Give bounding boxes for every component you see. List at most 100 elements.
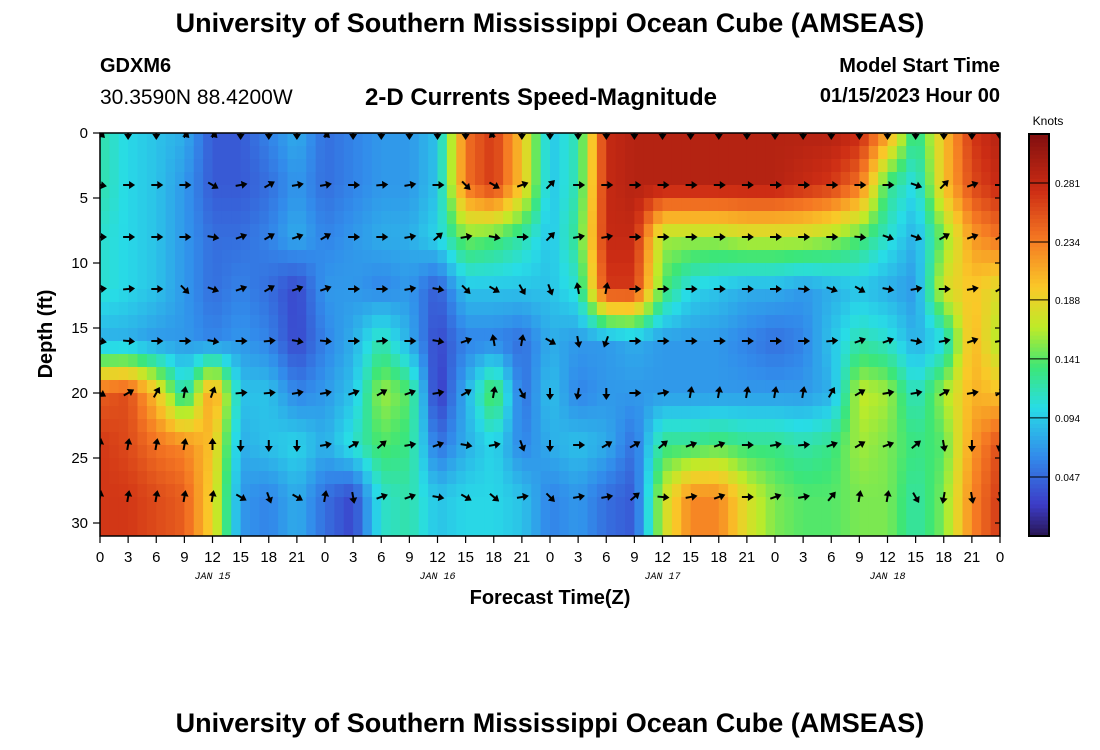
heatmap-cell bbox=[615, 458, 626, 472]
heatmap-cell bbox=[334, 497, 345, 511]
heatmap-cell bbox=[100, 263, 110, 277]
heatmap-cell bbox=[193, 445, 204, 459]
station-id: GDXM6 bbox=[100, 55, 172, 77]
heatmap-cell bbox=[643, 159, 654, 173]
heatmap-cell bbox=[409, 211, 420, 225]
heatmap-cell bbox=[390, 471, 401, 485]
heatmap-cell bbox=[128, 263, 139, 277]
heatmap-cell bbox=[287, 393, 298, 407]
current-arrow bbox=[910, 181, 923, 190]
heatmap-cell bbox=[756, 380, 767, 394]
heatmap-cell bbox=[353, 432, 364, 446]
heatmap-cell bbox=[381, 445, 392, 459]
current-arrow bbox=[854, 336, 866, 345]
current-arrow bbox=[100, 337, 107, 346]
heatmap-cell bbox=[343, 432, 354, 446]
heatmap-cell bbox=[953, 185, 964, 199]
heatmap-cell bbox=[840, 198, 851, 212]
heatmap-cell bbox=[465, 276, 476, 290]
heatmap-cell bbox=[409, 315, 420, 329]
heatmap-cell bbox=[559, 406, 570, 420]
heatmap-cell bbox=[784, 471, 795, 485]
heatmap-cell bbox=[137, 354, 148, 368]
heatmap-cell bbox=[971, 432, 982, 446]
heatmap-cell bbox=[325, 484, 335, 498]
heatmap-cell bbox=[231, 211, 242, 225]
heatmap-cell bbox=[306, 146, 317, 160]
heatmap-cell bbox=[259, 432, 270, 446]
heatmap-cell bbox=[193, 133, 204, 147]
heatmap-cell bbox=[962, 185, 973, 199]
heatmap-cell bbox=[475, 185, 485, 199]
heatmap-cell bbox=[521, 289, 532, 303]
heatmap-cell bbox=[343, 159, 354, 173]
heatmap-cell bbox=[109, 185, 120, 199]
heatmap-cell bbox=[615, 185, 626, 199]
heatmap-cell bbox=[306, 302, 317, 316]
heatmap-cell bbox=[428, 302, 439, 316]
heatmap-cell bbox=[550, 211, 560, 225]
heatmap-cell bbox=[268, 341, 279, 355]
colorbar-tick-label: 0.188 bbox=[1055, 296, 1080, 307]
heatmap-cell bbox=[681, 510, 692, 524]
heatmap-cell bbox=[437, 445, 448, 459]
heatmap-cell bbox=[221, 419, 232, 433]
current-arrow bbox=[151, 181, 164, 189]
heatmap-cell bbox=[578, 263, 589, 277]
heatmap-cell bbox=[400, 198, 410, 212]
heatmap-cell bbox=[784, 419, 795, 433]
heatmap-cell bbox=[643, 133, 654, 147]
heatmap-cell bbox=[259, 224, 270, 238]
heatmap-cell bbox=[550, 380, 560, 394]
heatmap-cell bbox=[775, 432, 785, 446]
heatmap-cell bbox=[643, 419, 654, 433]
heatmap-cell bbox=[203, 224, 214, 238]
heatmap-cell bbox=[831, 367, 842, 381]
heatmap-cell bbox=[662, 445, 673, 459]
heatmap-cell bbox=[868, 276, 879, 290]
heatmap-cell bbox=[400, 523, 410, 536]
heatmap-cell bbox=[625, 432, 635, 446]
heatmap-cell bbox=[212, 159, 223, 173]
heatmap-cell bbox=[737, 198, 748, 212]
heatmap-cell bbox=[634, 354, 645, 368]
heatmap-cell bbox=[925, 250, 935, 264]
heatmap-cell bbox=[465, 211, 476, 225]
current-arrow bbox=[348, 285, 361, 293]
heatmap-cell bbox=[100, 471, 110, 485]
heatmap-cell bbox=[428, 159, 439, 173]
heatmap-cell bbox=[559, 497, 570, 511]
heatmap-cell bbox=[381, 250, 392, 264]
heatmap-cell bbox=[184, 406, 195, 420]
heatmap-cell bbox=[578, 484, 589, 498]
heatmap-cell bbox=[896, 497, 907, 511]
heatmap-cell bbox=[559, 341, 570, 355]
heatmap-cell bbox=[634, 224, 645, 238]
heatmap-cell bbox=[296, 419, 307, 433]
heatmap-cell bbox=[868, 419, 879, 433]
colorbar-segment bbox=[1029, 527, 1049, 533]
heatmap-cell bbox=[700, 315, 710, 329]
current-arrow bbox=[771, 386, 780, 399]
heatmap-cell bbox=[128, 497, 139, 511]
heatmap-cell bbox=[718, 172, 729, 186]
current-arrow bbox=[657, 181, 670, 189]
heatmap-cell bbox=[503, 302, 514, 316]
heatmap-cell bbox=[962, 250, 973, 264]
heatmap-cell bbox=[446, 380, 457, 394]
heatmap-cell bbox=[878, 393, 889, 407]
current-arrow bbox=[939, 180, 949, 190]
heatmap-cell bbox=[128, 484, 139, 498]
heatmap-cell bbox=[615, 133, 626, 147]
heatmap-cell bbox=[137, 406, 148, 420]
heatmap-cell bbox=[343, 341, 354, 355]
heatmap-cell bbox=[268, 406, 279, 420]
heatmap-cell bbox=[465, 172, 476, 186]
heatmap-cell bbox=[606, 172, 617, 186]
colorbar-segment bbox=[1029, 314, 1049, 320]
heatmap-cell bbox=[212, 523, 223, 536]
heatmap-cell bbox=[278, 198, 289, 212]
heatmap-cell bbox=[531, 250, 542, 264]
heatmap-cell bbox=[353, 419, 364, 433]
heatmap-cell bbox=[175, 432, 185, 446]
